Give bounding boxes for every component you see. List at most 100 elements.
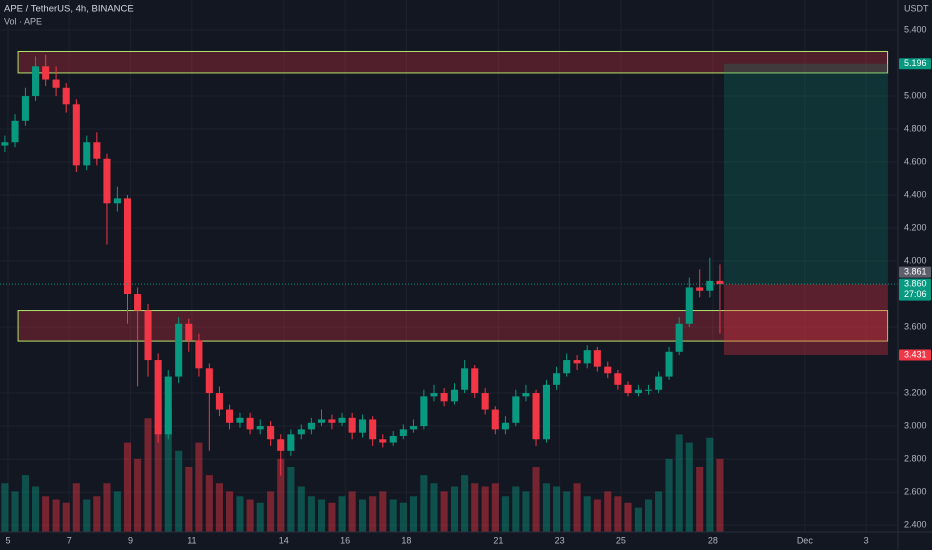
candle-body [501,422,509,430]
stop-area [723,284,888,355]
volume-bar [583,496,591,532]
y-tick-label: 3.000 [904,420,927,430]
y-tick-label: 4.000 [904,255,927,265]
volume-bar [256,502,264,532]
y-tick-label: 2.400 [904,519,927,529]
candle-body [113,198,121,204]
candle-body [491,409,499,430]
volume-bar [675,434,683,532]
grid [0,0,898,532]
price-tag [899,278,931,301]
candle-body [277,439,285,451]
price-tag-countdown: 27:06 [904,289,927,299]
volume-bar [604,491,612,532]
volume-bar [164,410,172,532]
volume-bar [348,491,356,532]
volume-bar [369,496,377,532]
candle-body [512,396,520,423]
candle-body [583,350,591,364]
candle-body [287,434,295,451]
zone [17,50,889,74]
volume-bar [614,496,622,532]
candle-body [267,426,275,440]
candle-body [93,142,101,159]
candle-body [185,323,193,341]
volume-bar [328,502,336,532]
y-tick-label: 5.400 [904,24,927,34]
volume-bar [72,483,80,532]
volume-bar [481,486,489,532]
volume-bar [461,475,469,532]
candle-body [11,120,19,143]
axes: 2.400 2.600 2.800 3.000 3.200 3.600 4.000 4.200… [5,24,931,545]
candle-body [134,294,142,311]
candle-body [471,368,479,394]
candle-body [461,368,469,390]
candle-body [226,409,234,423]
candle-body [522,393,530,397]
volume-bar [297,486,305,532]
x-tick-label: 7 [67,535,72,545]
candle-body [379,439,387,443]
volume-bar [430,483,438,532]
candle-body [675,323,683,352]
volume-bar [144,418,152,532]
volume-bar [103,483,111,532]
candle-body [450,389,459,402]
volume-bar [93,496,101,532]
candle-body [644,389,653,391]
candle-body [685,287,693,324]
volume-bar [277,458,285,532]
y-tick-label: 4.800 [904,123,927,133]
volume-bar [215,483,223,532]
volume-bar [532,467,540,532]
volume-bar [522,491,530,532]
price-tag-label: 3.431 [904,349,927,359]
volume-bar [512,486,520,532]
candle-body [42,66,50,80]
candle-body [532,393,540,440]
volume-bar [1,483,9,532]
volume-bar [175,450,183,532]
volume-bar [593,499,601,532]
candle-body [614,373,622,385]
candle-body [348,417,356,433]
price-tag-label: 3.861 [904,267,927,277]
candle-body [123,198,132,295]
volume-bar [359,499,367,532]
candle-body [706,280,714,291]
candle-body [103,158,111,204]
candle-body [297,429,305,435]
volume-bar [307,496,315,532]
volume-bar [338,496,346,532]
volume-bar [644,499,653,532]
candle-body [604,366,612,374]
volume-bar [665,458,673,532]
volume-bar [236,496,244,532]
candle-body [164,376,172,435]
candle-body [420,396,428,427]
x-tick-label: 21 [493,535,503,545]
volume-pane [1,402,724,532]
price-tag [899,349,931,361]
volume-bar [440,491,448,532]
volume-bar [123,442,132,532]
volume-bar [685,442,693,532]
candle-body [195,340,203,369]
volume-bar [706,437,714,532]
candle-body [430,393,438,397]
candle-body [52,79,60,88]
volume-bar [134,458,142,532]
volume-bar [32,486,40,532]
x-tick-label: 23 [555,535,565,545]
x-tick-label: 25 [616,535,626,545]
volume-bar [542,483,551,532]
candle-body [440,393,448,402]
candle-body [236,417,244,423]
x-tick-label: Dec [797,535,814,545]
candle-body [21,96,29,121]
volume-bar [267,491,275,532]
x-tick-label: 11 [187,535,196,545]
candle-body [624,384,632,394]
candle-body [481,393,489,410]
